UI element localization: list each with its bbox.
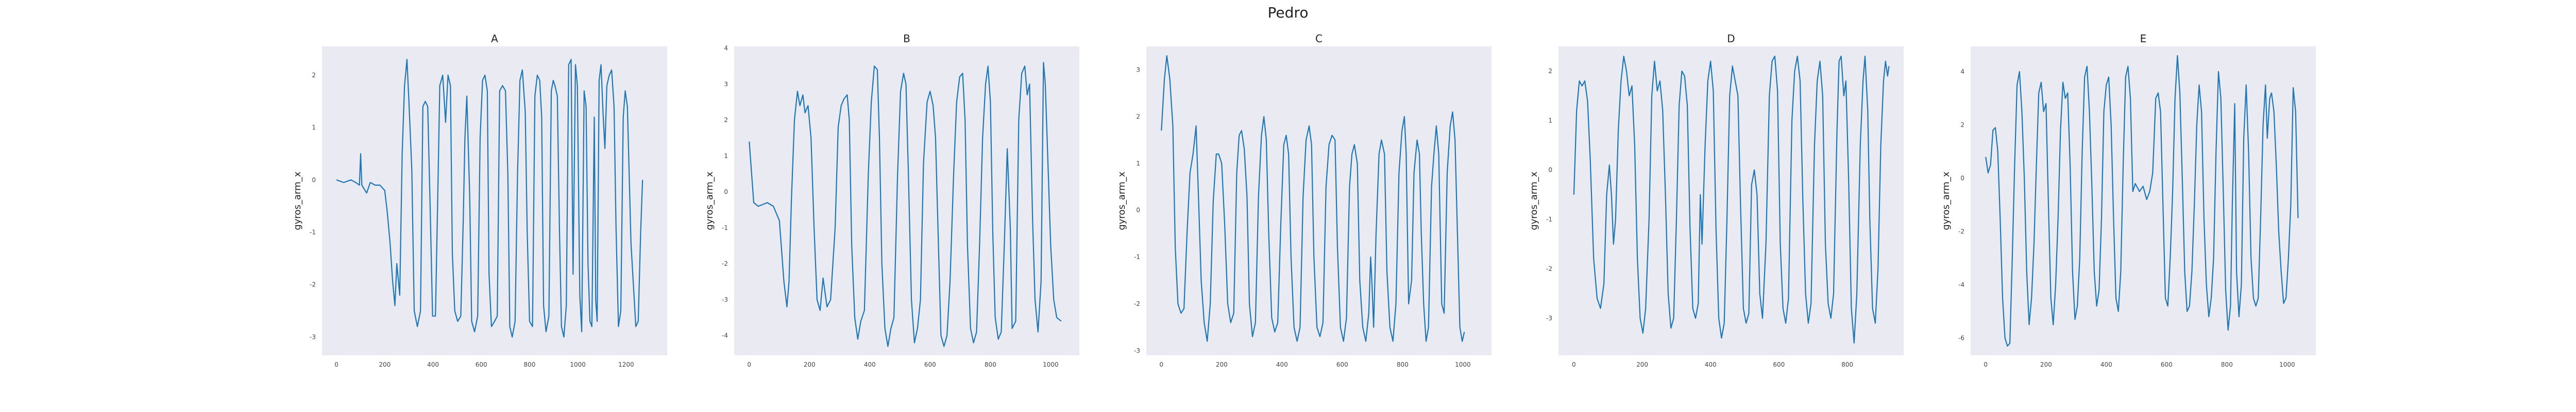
subplot-b: B 0 200 400 600 800 1000 -4 -3 -2 -1 0 1 2 3 4 gyros_arm… (690, 32, 1103, 397)
x-tick-label: 600 (924, 361, 936, 368)
x-tick-label: 800 (1397, 361, 1409, 368)
x-tick-label: 800 (985, 361, 996, 368)
x-tick-label: 0 (1159, 361, 1163, 368)
y-tick-label: -1 (1546, 216, 1552, 223)
y-tick-label: -3 (1546, 315, 1552, 322)
x-tick-label: 0 (747, 361, 751, 368)
x-tick-label: 0 (1572, 361, 1576, 368)
x-tick-label: 800 (523, 361, 535, 368)
y-axis-label: gyros_arm_x (1529, 171, 1539, 230)
y-tick-label: -2 (1958, 228, 1964, 235)
y-tick-label: 0 (1136, 207, 1140, 214)
subplot-e: E 0 200 400 600 800 1000 -6 -4 -2 0 2 4 gyros_arm_x (1927, 32, 2339, 397)
y-tick-label: -3 (722, 296, 728, 303)
x-tick-label: 1000 (2279, 361, 2295, 368)
subplot-title: C (1315, 32, 1323, 45)
x-tick-label: 600 (1336, 361, 1348, 368)
subplot-d: D 0 200 400 600 800 -3 -2 -1 0 1 2 gyros_arm_x (1515, 32, 1927, 397)
chart-svg: C 0 200 400 600 800 1000 -3 -2 -1 0 1 2 3 gyros_arm_x (1116, 32, 1492, 368)
chart-svg: B 0 200 400 600 800 1000 -4 -3 -2 -1 0 1 2 3 4 gyros_arm… (704, 32, 1079, 368)
subplot-title: B (903, 32, 910, 45)
x-tick-label: 600 (476, 361, 487, 368)
y-tick-label: -1 (310, 229, 316, 236)
figure-title: Pedro (1267, 4, 1309, 21)
y-tick-label: -3 (1134, 347, 1140, 354)
y-tick-label: 4 (724, 44, 728, 52)
y-tick-label: 1 (1136, 160, 1140, 167)
x-tick-label: 400 (1276, 361, 1288, 368)
y-tick-label: 2 (1960, 122, 1964, 129)
series-line (1985, 55, 2299, 347)
x-tick-label: 800 (1841, 361, 1853, 368)
x-tick-label: 200 (1636, 361, 1648, 368)
y-axis-label: gyros_arm_x (1941, 171, 1952, 230)
x-tick-label: 600 (1773, 361, 1785, 368)
y-tick-label: -2 (1134, 300, 1140, 307)
y-tick-label: 2 (312, 72, 316, 79)
x-tick-label: 400 (427, 361, 439, 368)
x-tick-label: 0 (334, 361, 338, 368)
x-tick-label: 400 (2100, 361, 2112, 368)
x-tick-label: 200 (804, 361, 816, 368)
y-tick-label: 2 (1136, 113, 1140, 120)
y-tick-label: 0 (312, 176, 316, 183)
y-tick-label: 0 (724, 188, 728, 196)
x-tick-label: 800 (2221, 361, 2233, 368)
y-tick-label: 0 (1960, 175, 1964, 182)
y-tick-label: -2 (1546, 265, 1552, 272)
y-tick-label: -4 (1958, 281, 1964, 288)
series-line (1573, 56, 1890, 344)
x-tick-label: 200 (2040, 361, 2052, 368)
y-tick-label: -4 (722, 332, 728, 339)
series-line (1161, 55, 1465, 342)
series-line (336, 59, 643, 338)
x-tick-label: 200 (1216, 361, 1228, 368)
x-tick-label: 400 (1705, 361, 1717, 368)
chart-svg: A 0 200 400 600 800 1000 1200 -3 -2 -1 0 1 2 gyros_arm… (292, 32, 667, 368)
y-tick-label: -1 (1134, 253, 1140, 261)
x-tick-label: 400 (864, 361, 876, 368)
y-tick-label: -2 (310, 281, 316, 288)
y-tick-label: -3 (310, 333, 316, 340)
x-tick-label: 1200 (618, 361, 634, 368)
x-tick-label: 1000 (570, 361, 586, 368)
subplot-a: A 0 200 400 600 800 1000 1200 -3 -2 -1 0 1 2 gyros_arm… (278, 32, 690, 397)
y-tick-label: 1 (724, 152, 728, 160)
subplot-title: A (491, 32, 498, 45)
plot-area (1971, 46, 2316, 355)
y-tick-label: 2 (1548, 67, 1552, 75)
chart-svg: D 0 200 400 600 800 -3 -2 -1 0 1 2 gyros_arm_x (1529, 32, 1904, 368)
series-line (749, 62, 1062, 347)
subplot-title: D (1727, 32, 1735, 45)
y-tick-label: 2 (724, 116, 728, 124)
subplot-title: E (2140, 32, 2147, 45)
subplot-c: C 0 200 400 600 800 1000 -3 -2 -1 0 1 2 3 gyros_arm_x (1103, 32, 1515, 397)
y-tick-label: -6 (1958, 334, 1964, 341)
x-tick-label: 1000 (1043, 361, 1059, 368)
x-tick-label: 200 (379, 361, 391, 368)
y-axis-label: gyros_arm_x (704, 171, 715, 230)
y-tick-label: 1 (312, 124, 316, 131)
y-tick-label: 0 (1548, 166, 1552, 174)
x-tick-label: 1000 (1455, 361, 1471, 368)
y-axis-label: gyros_arm_x (292, 171, 303, 230)
y-tick-label: 3 (724, 80, 728, 88)
y-tick-label: -2 (722, 260, 728, 267)
x-tick-label: 0 (1984, 361, 1988, 368)
y-tick-label: -1 (722, 224, 728, 231)
y-tick-label: 4 (1960, 68, 1964, 75)
plot-area (1146, 46, 1492, 355)
y-axis-label: gyros_arm_x (1116, 171, 1127, 230)
plot-area (322, 46, 667, 355)
y-tick-label: 3 (1136, 66, 1140, 73)
y-tick-label: 1 (1548, 117, 1552, 124)
chart-svg: E 0 200 400 600 800 1000 -6 -4 -2 0 2 4 gyros_arm_x (1941, 32, 2316, 368)
x-tick-label: 600 (2161, 361, 2173, 368)
